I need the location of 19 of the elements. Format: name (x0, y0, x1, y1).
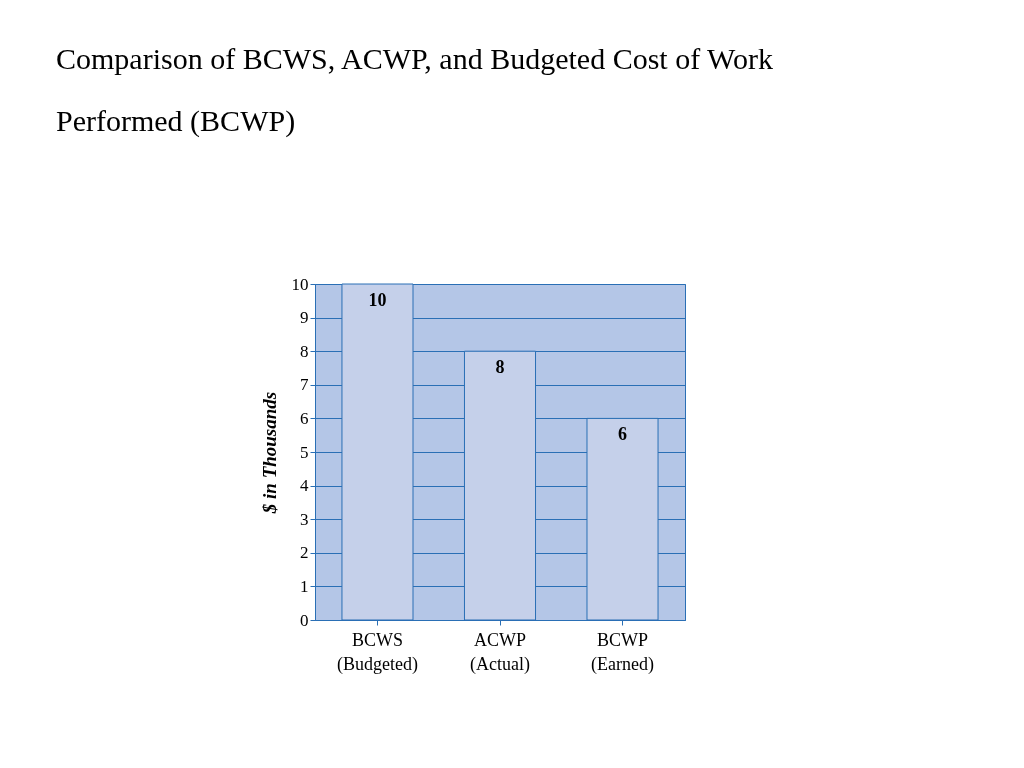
x-tick-label: ACWP (Actual) (470, 629, 530, 675)
x-tick-label: BCWP (Earned) (591, 629, 654, 675)
y-tick-label: 7 (300, 375, 309, 395)
y-axis-title: $ in Thousands (258, 391, 280, 515)
y-tick-label: 10 (291, 274, 309, 294)
data-label: 10 (368, 290, 387, 310)
data-label: 8 (495, 357, 505, 378)
y-tick-label: 8 (300, 341, 309, 361)
chart-title: Comparison of BCWS, ACWP, and Budgeted Cost of Work Performed (BCWP) (56, 41, 775, 139)
x-tick-label: BCWS (Budgeted) (336, 629, 418, 675)
y-tick-label: 4 (300, 476, 309, 496)
data-label: 6 (618, 424, 628, 445)
y-tick-label: 6 (300, 408, 309, 428)
y-tick-label: 1 (300, 576, 309, 596)
y-tick-label: 5 (300, 442, 309, 462)
y-tick-label: 3 (300, 509, 309, 529)
y-tick-label: 9 (300, 308, 309, 328)
y-tick-label: 2 (300, 543, 309, 563)
y-tick-label: 0 (300, 610, 309, 630)
